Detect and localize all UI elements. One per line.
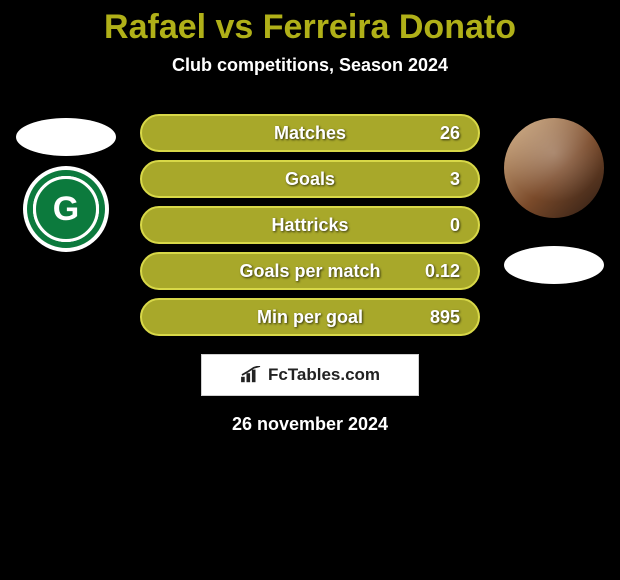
stats-column: Matches 26 Goals 3 Hattricks 0 Goals per… bbox=[126, 114, 494, 336]
stat-label: Matches bbox=[274, 123, 346, 144]
stat-label: Goals bbox=[285, 169, 335, 190]
stat-value-right: 895 bbox=[420, 307, 460, 328]
stat-value-right: 3 bbox=[420, 169, 460, 190]
stat-row-goals: Goals 3 bbox=[140, 160, 480, 198]
stat-label: Goals per match bbox=[239, 261, 380, 282]
date-line: 26 november 2024 bbox=[0, 414, 620, 435]
watermark-text: FcTables.com bbox=[268, 365, 380, 385]
stat-value-right: 0.12 bbox=[420, 261, 460, 282]
stat-value-right: 26 bbox=[420, 123, 460, 144]
subtitle: Club competitions, Season 2024 bbox=[0, 55, 620, 76]
left-player-photo-placeholder bbox=[16, 118, 116, 156]
watermark-badge: FcTables.com bbox=[201, 354, 419, 396]
stat-row-matches: Matches 26 bbox=[140, 114, 480, 152]
page-title: Rafael vs Ferreira Donato bbox=[0, 0, 620, 47]
stat-row-min-per-goal: Min per goal 895 bbox=[140, 298, 480, 336]
left-player-column: G bbox=[6, 114, 126, 252]
left-club-badge: G bbox=[23, 166, 109, 252]
stat-label: Min per goal bbox=[257, 307, 363, 328]
right-player-column bbox=[494, 114, 614, 284]
badge-letter: G bbox=[33, 176, 99, 242]
chart-bars-icon bbox=[240, 366, 262, 384]
main-row: G Matches 26 Goals 3 Hattricks 0 Goals p… bbox=[0, 114, 620, 336]
stat-row-hattricks: Hattricks 0 bbox=[140, 206, 480, 244]
stat-row-goals-per-match: Goals per match 0.12 bbox=[140, 252, 480, 290]
right-club-badge-placeholder bbox=[504, 246, 604, 284]
badge-inner-ring: G bbox=[33, 176, 99, 242]
comparison-card: Rafael vs Ferreira Donato Club competiti… bbox=[0, 0, 620, 580]
right-player-photo bbox=[504, 118, 604, 218]
stat-value-right: 0 bbox=[420, 215, 460, 236]
stat-label: Hattricks bbox=[271, 215, 348, 236]
